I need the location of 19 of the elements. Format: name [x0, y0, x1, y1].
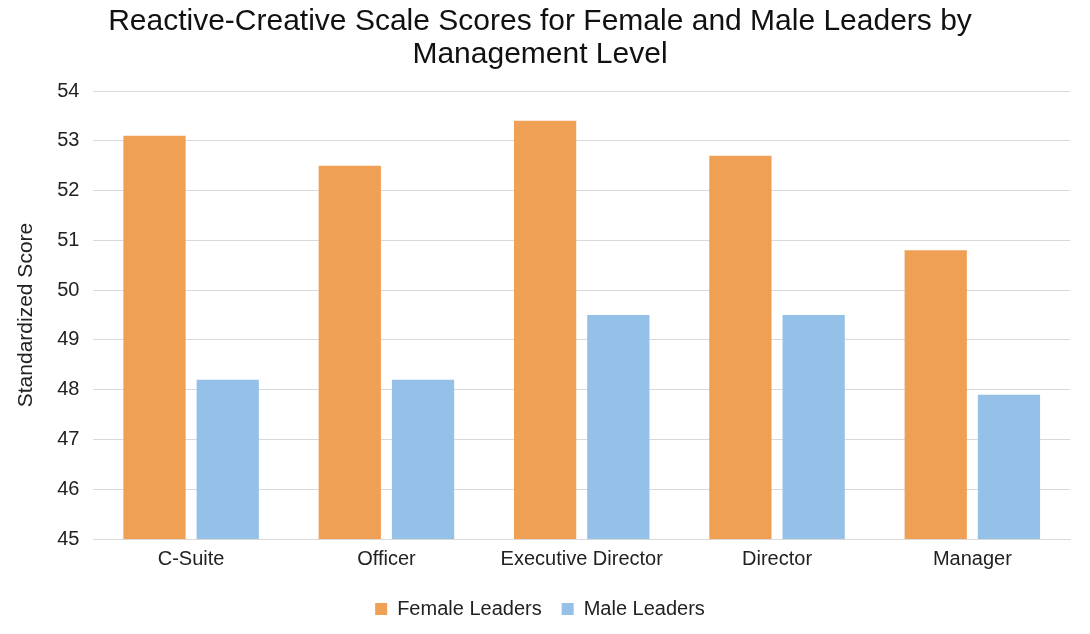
legend-label: Male Leaders [583, 596, 705, 619]
y-tick-label: 51 [57, 227, 80, 250]
x-tick-label: Officer [357, 546, 417, 569]
x-tick-label: Manager [932, 546, 1013, 569]
y-axis-title: Standardized Score [13, 222, 37, 408]
y-tick-label: 54 [57, 78, 80, 101]
y-tick-label: 50 [57, 277, 80, 300]
y-tick-label: 53 [57, 128, 80, 151]
y-tick-label: 49 [57, 327, 80, 350]
x-tick-label: Executive Director [500, 546, 664, 569]
y-tick-label: 46 [57, 476, 80, 499]
y-tick-label: 48 [57, 377, 80, 400]
y-tick-label: 45 [57, 526, 80, 549]
legend-label: Female Leaders [397, 596, 542, 619]
x-tick-label: Director [742, 546, 813, 569]
y-tick-label: 47 [57, 426, 80, 449]
chart-title: Reactive-Creative Scale Scores for Female and Male Leaders by Management Level [108, 2, 972, 69]
y-tick-label: 52 [57, 178, 80, 201]
x-tick-label: C-Suite [157, 546, 225, 569]
